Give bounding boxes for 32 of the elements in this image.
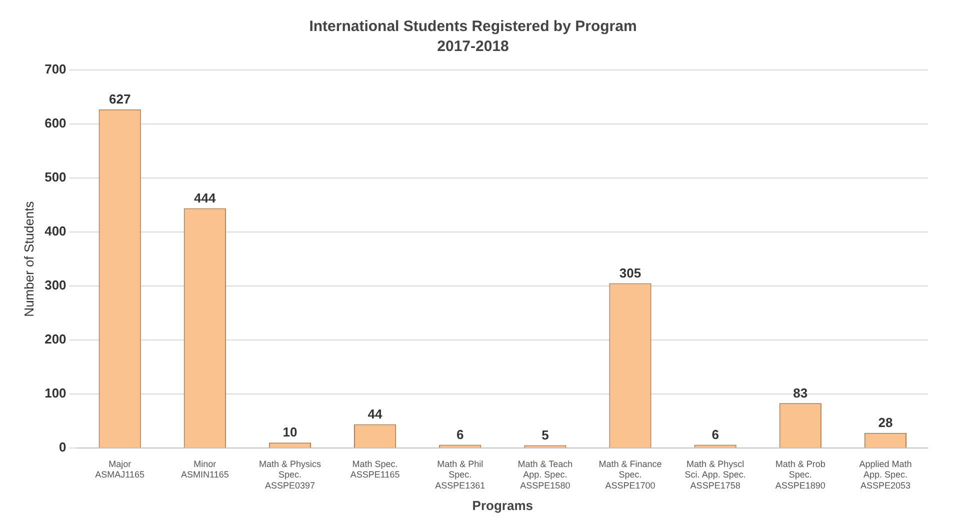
y-axis-title: Number of Students bbox=[21, 200, 36, 317]
data-label: 444 bbox=[194, 190, 217, 206]
data-label: 6 bbox=[456, 426, 464, 442]
y-tick-label: 100 bbox=[44, 386, 66, 401]
x-tick-label: Minor ASMIN1165 bbox=[180, 458, 229, 480]
x-axis-title: Programs bbox=[472, 498, 533, 513]
chart-title: International Students Registered by Program bbox=[309, 18, 637, 36]
data-label: 305 bbox=[619, 265, 642, 280]
x-tick-label: Math & Finance Spec. ASSPE1700 bbox=[598, 458, 662, 490]
data-label: 83 bbox=[793, 385, 808, 400]
x-tick-label: Math Spec. ASSPE1165 bbox=[350, 458, 400, 480]
data-label: 28 bbox=[878, 414, 893, 430]
y-tick-label: 700 bbox=[44, 62, 66, 77]
y-tick-label: 300 bbox=[44, 278, 66, 293]
y-tick-label: 200 bbox=[44, 332, 66, 347]
data-label: 627 bbox=[108, 92, 131, 106]
data-label: 10 bbox=[282, 424, 298, 440]
x-tick-label: Math & Phil Spec. ASSPE1361 bbox=[435, 458, 486, 490]
y-tick-label: 600 bbox=[44, 116, 66, 131]
chart-subtitle: 2017-2018 bbox=[437, 38, 509, 56]
y-tick-label: 500 bbox=[44, 170, 66, 185]
y-tick-label: 0 bbox=[59, 440, 66, 455]
x-tick-label: Applied Math App. Spec. ASSPE2053 bbox=[859, 458, 912, 490]
x-tick-label: Math & Physics Spec. ASSPE0397 bbox=[258, 458, 322, 490]
data-label: 5 bbox=[542, 427, 549, 442]
x-tick-label: Math & Teach App. Spec. ASSPE1580 bbox=[518, 458, 573, 490]
y-tick-label: 400 bbox=[44, 224, 66, 239]
x-tick-label: Math & Prob Spec. ASSPE1890 bbox=[775, 458, 826, 490]
data-label: 6 bbox=[712, 426, 719, 442]
x-tick-label: Major ASMAJ1165 bbox=[95, 458, 145, 480]
x-tick-label: Math & Physcl Sci. App. Spec. ASSPE1758 bbox=[684, 458, 746, 490]
data-label: 44 bbox=[368, 406, 384, 422]
